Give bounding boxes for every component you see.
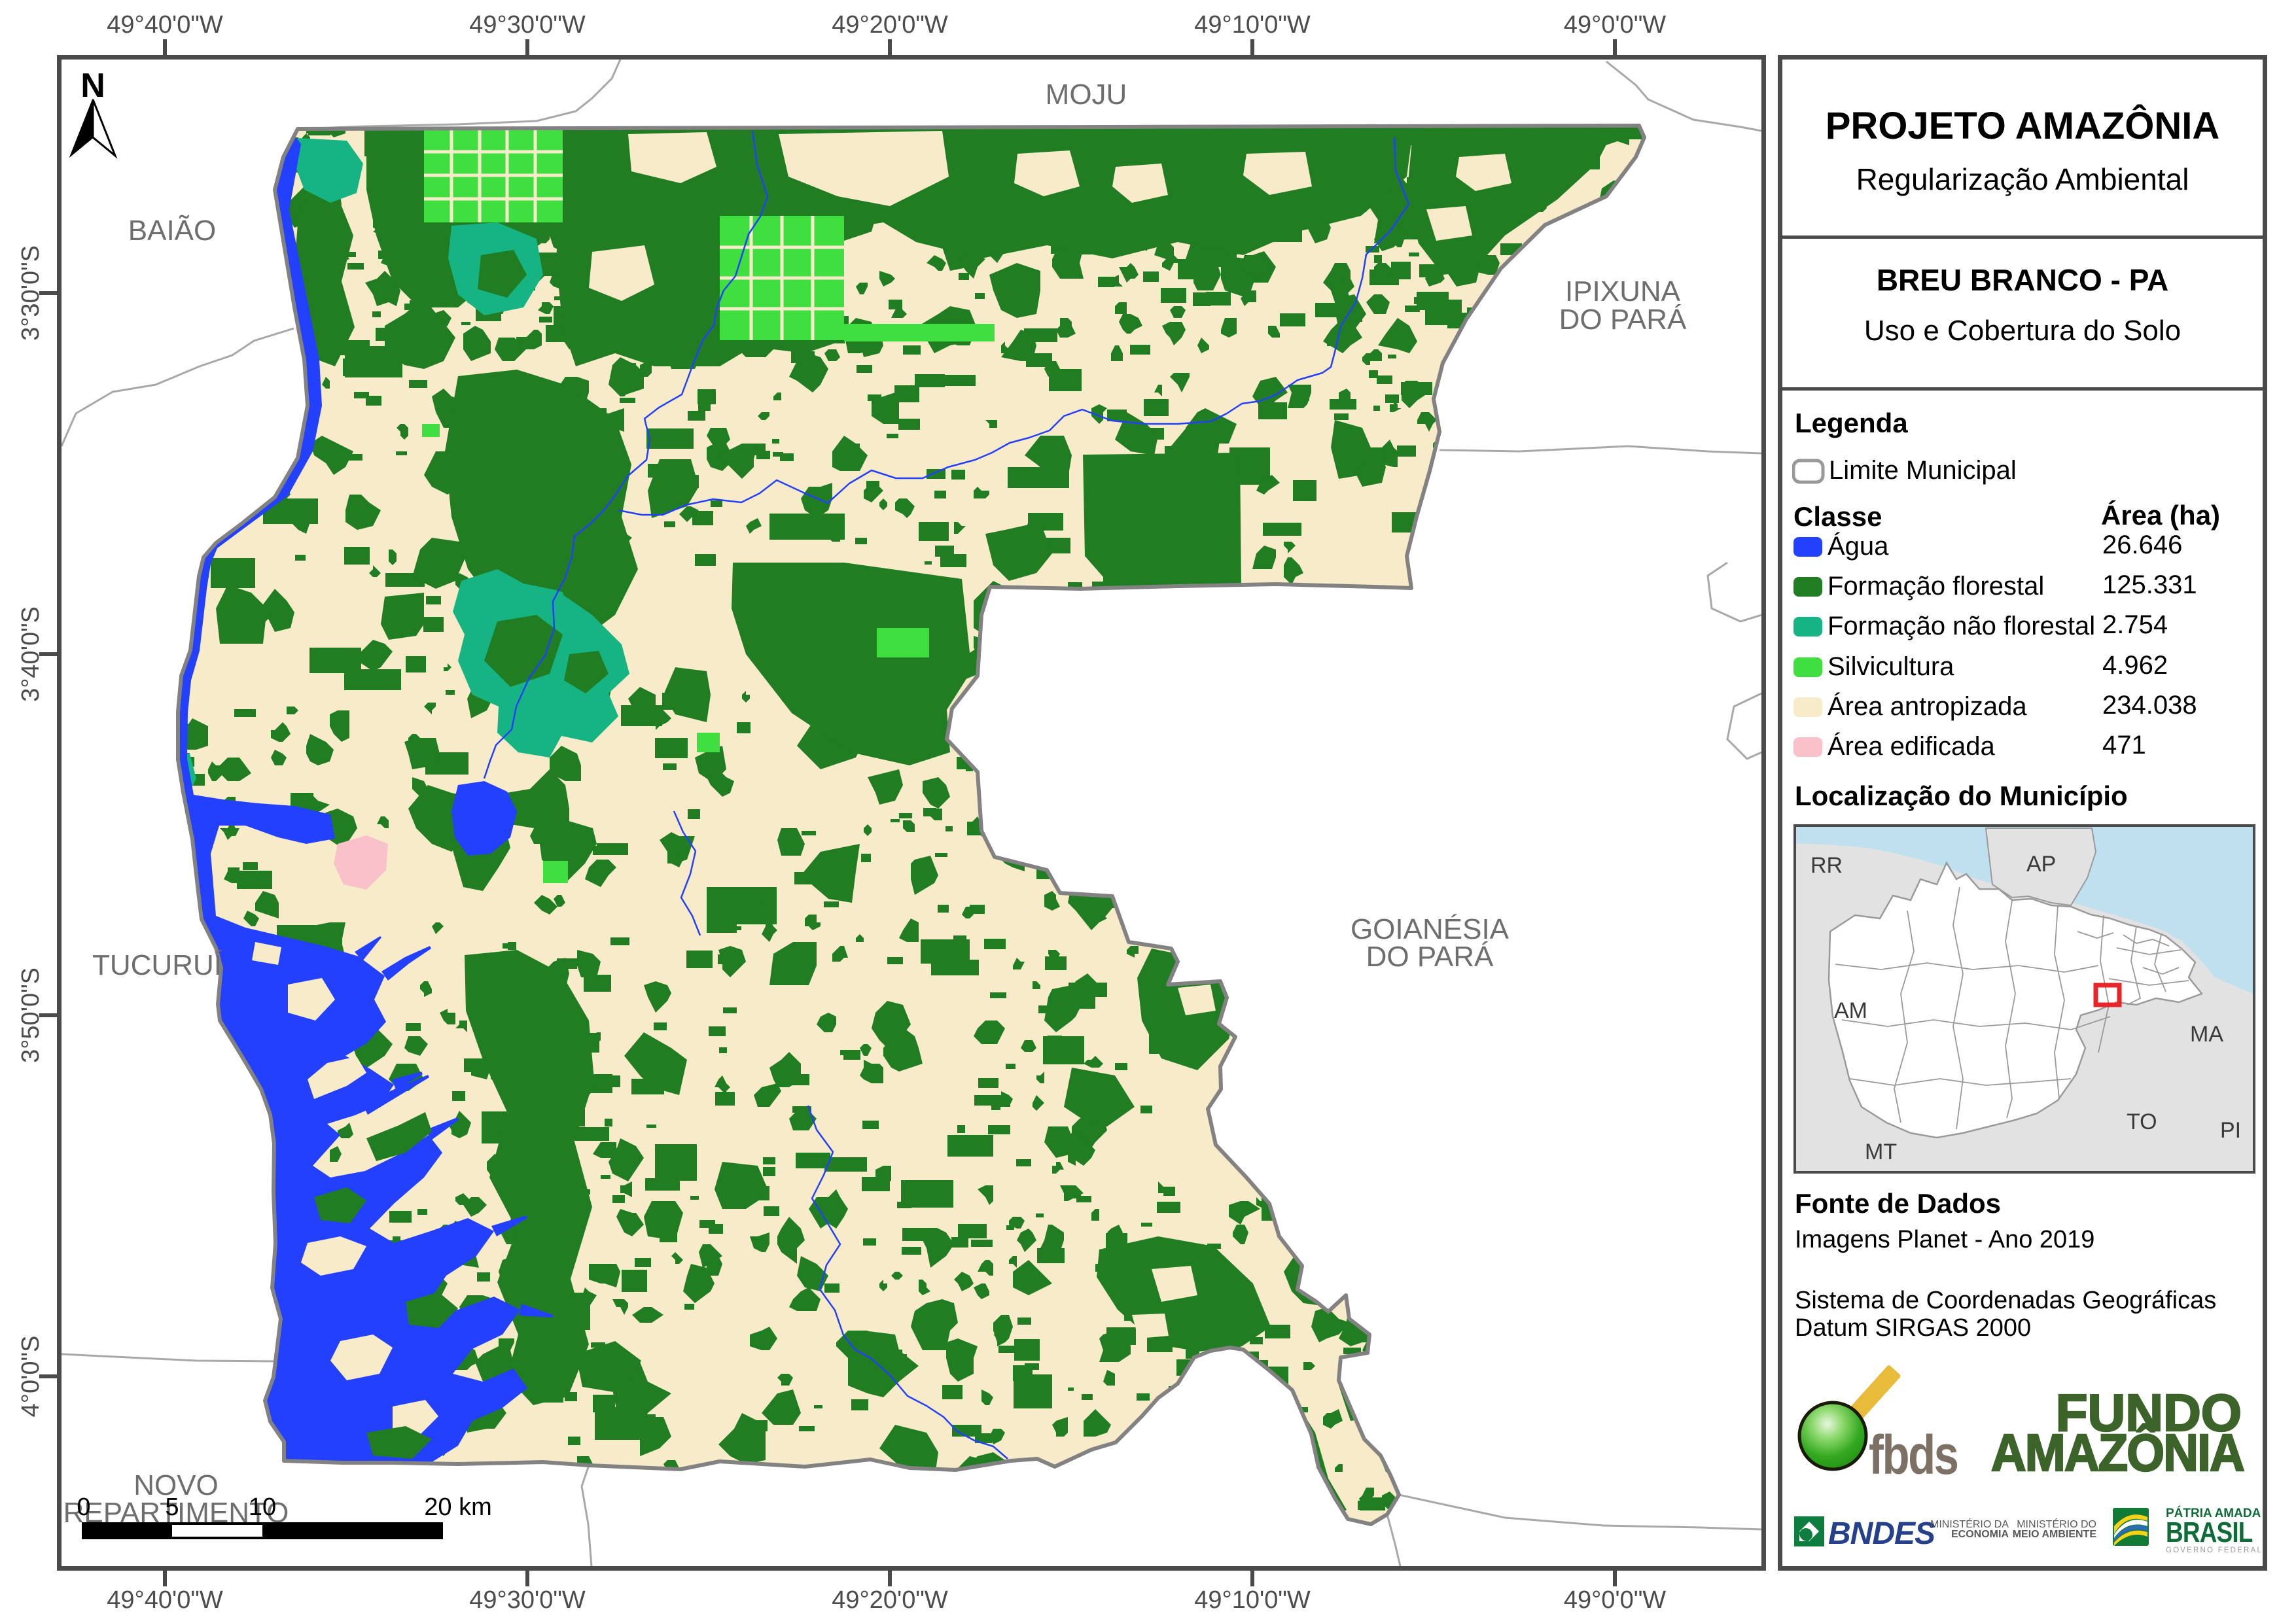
svg-text:49°30'0"W: 49°30'0"W bbox=[469, 11, 586, 39]
svg-text:2.754: 2.754 bbox=[2102, 610, 2168, 639]
svg-text:Silvicultura: Silvicultura bbox=[1828, 652, 1954, 681]
svg-text:Classe: Classe bbox=[1793, 501, 1882, 532]
svg-text:Formação não florestal: Formação não florestal bbox=[1828, 612, 2095, 640]
svg-text:3°30'0"S: 3°30'0"S bbox=[17, 245, 44, 341]
svg-text:AM: AM bbox=[1834, 998, 1867, 1023]
svg-text:234.038: 234.038 bbox=[2102, 691, 2197, 720]
svg-text:Limite Municipal: Limite Municipal bbox=[1829, 456, 2017, 485]
svg-text:49°0'0"W: 49°0'0"W bbox=[1564, 11, 1666, 39]
svg-text:MA: MA bbox=[2190, 1022, 2223, 1047]
svg-text:3°50'0"S: 3°50'0"S bbox=[17, 968, 44, 1063]
svg-text:MOJU: MOJU bbox=[1046, 79, 1127, 111]
svg-text:49°20'0"W: 49°20'0"W bbox=[832, 11, 948, 39]
svg-text:Área edificada: Área edificada bbox=[1828, 731, 1995, 761]
svg-text:49°40'0"W: 49°40'0"W bbox=[107, 11, 223, 39]
svg-text:MT: MT bbox=[1865, 1140, 1897, 1164]
svg-text:N: N bbox=[80, 67, 105, 105]
svg-text:49°10'0"W: 49°10'0"W bbox=[1194, 11, 1311, 39]
svg-text:49°10'0"W: 49°10'0"W bbox=[1194, 1586, 1311, 1614]
svg-text:AP: AP bbox=[2026, 852, 2056, 877]
svg-text:471: 471 bbox=[2102, 731, 2146, 759]
svg-text:TO: TO bbox=[2127, 1109, 2157, 1134]
svg-text:NOVO: NOVO bbox=[133, 1469, 219, 1501]
svg-text:125.331: 125.331 bbox=[2102, 570, 2197, 599]
svg-text:20 km: 20 km bbox=[424, 1493, 491, 1521]
svg-text:Água: Água bbox=[1828, 531, 1889, 561]
svg-text:DO PARÁ: DO PARÁ bbox=[1559, 304, 1687, 336]
svg-text:49°30'0"W: 49°30'0"W bbox=[469, 1586, 586, 1614]
svg-text:26.646: 26.646 bbox=[2102, 531, 2182, 559]
svg-text:49°40'0"W: 49°40'0"W bbox=[107, 1586, 223, 1614]
svg-text:DO PARÁ: DO PARÁ bbox=[1366, 941, 1494, 973]
svg-text:3°40'0"S: 3°40'0"S bbox=[17, 606, 44, 702]
svg-text:0: 0 bbox=[77, 1493, 90, 1521]
svg-text:49°20'0"W: 49°20'0"W bbox=[832, 1586, 948, 1614]
svg-text:49°0'0"W: 49°0'0"W bbox=[1564, 1586, 1666, 1614]
svg-text:RR: RR bbox=[1810, 853, 1843, 878]
svg-text:TUCURUÍ: TUCURUÍ bbox=[92, 949, 222, 981]
svg-text:IPIXUNA: IPIXUNA bbox=[1565, 275, 1681, 307]
svg-text:5: 5 bbox=[165, 1493, 179, 1521]
svg-text:Área (ha): Área (ha) bbox=[2101, 500, 2220, 531]
svg-text:GOIANÉSIA: GOIANÉSIA bbox=[1351, 913, 1510, 945]
svg-text:BAIÃO: BAIÃO bbox=[128, 214, 217, 247]
svg-text:4.962: 4.962 bbox=[2102, 651, 2168, 680]
svg-text:10: 10 bbox=[249, 1493, 276, 1521]
svg-text:fbds: fbds bbox=[1869, 1425, 1958, 1486]
svg-text:Formação florestal: Formação florestal bbox=[1828, 572, 2044, 601]
svg-text:PI: PI bbox=[2220, 1118, 2241, 1143]
svg-text:Área antropizada: Área antropizada bbox=[1828, 691, 2027, 721]
svg-text:4°0'0"S: 4°0'0"S bbox=[17, 1336, 44, 1418]
